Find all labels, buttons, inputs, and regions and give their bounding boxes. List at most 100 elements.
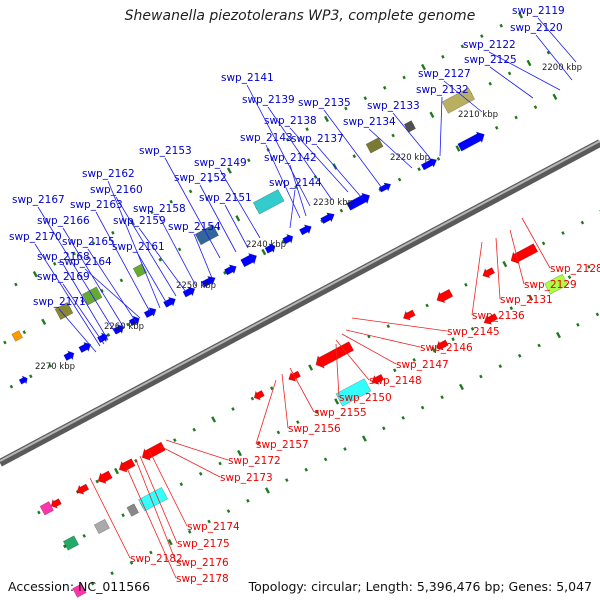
kbp-tick-label: 2220 kbp	[390, 153, 430, 163]
tick-mark	[361, 435, 367, 442]
reverse-gene-arrow	[482, 267, 496, 279]
tick-mark-dash	[29, 374, 33, 379]
reverse-gene-leader	[149, 451, 188, 527]
reverse-gene-leader	[289, 367, 315, 413]
tick-mark-dash	[576, 322, 580, 327]
forward-gene-arrow-shape	[240, 252, 258, 268]
backbone-line	[0, 139, 600, 467]
tick-mark	[119, 278, 124, 283]
tick-mark	[460, 44, 465, 49]
tick-mark-dash	[173, 438, 177, 442]
forward-gene-label: swp_2162	[82, 168, 135, 180]
tick-mark-dash	[235, 215, 241, 222]
gene-box-shape	[403, 120, 416, 133]
tick-mark	[237, 449, 242, 457]
tick-mark-dash	[216, 226, 221, 231]
tick-mark	[80, 299, 85, 303]
tick-mark	[207, 519, 211, 524]
forward-gene-arrow-shape	[264, 243, 276, 254]
tick-mark-dash	[334, 398, 340, 405]
tick-mark-dash	[315, 409, 319, 414]
forward-gene-leader	[115, 196, 177, 297]
reverse-gene-arrow-shape	[402, 309, 416, 321]
tick-mark-dash	[436, 157, 441, 161]
tick-mark	[324, 115, 329, 123]
forward-gene-leader	[368, 128, 413, 169]
tick-mark	[257, 440, 261, 445]
forward-gene-leader	[95, 211, 151, 313]
tick-mark-dash	[382, 426, 386, 431]
kbp-tick-label: 2240 kbp	[246, 240, 286, 250]
tick-mark	[250, 396, 255, 401]
forward-gene-arrow-shape	[163, 296, 176, 308]
tick-mark-dash	[114, 467, 119, 475]
tick-mark	[198, 471, 203, 476]
tick-mark	[218, 461, 222, 466]
forward-gene-arrow-shape	[223, 264, 237, 276]
forward-gene-leader	[489, 66, 534, 99]
tick-mark	[507, 71, 512, 76]
forward-gene-leader	[62, 263, 109, 341]
tick-mark	[556, 331, 561, 339]
gene-box-shape	[544, 273, 569, 295]
forward-gene-label: swp_2160	[90, 184, 143, 196]
gene-box-shape	[72, 583, 87, 598]
gene-box	[54, 302, 74, 320]
tick-mark-dash	[339, 208, 344, 213]
tick-mark	[106, 333, 111, 337]
tick-mark-dash	[296, 420, 300, 424]
tick-mark-dash	[187, 529, 192, 534]
forward-gene-arrow	[457, 131, 485, 152]
tick-mark-dash	[129, 219, 135, 226]
tick-mark	[48, 364, 52, 368]
forward-gene-leader	[535, 34, 573, 81]
tick-mark	[431, 346, 437, 353]
reverse-gene-arrow-shape	[76, 483, 90, 495]
forward-gene-label: swp_2167	[12, 194, 65, 206]
tick-mark-dash	[95, 479, 99, 484]
tick-mark-dash	[498, 364, 503, 369]
forward-gene-label: swp_2165	[62, 236, 115, 248]
gene-box	[72, 583, 87, 598]
gene-box-shape	[126, 503, 140, 517]
forward-gene-arrow-shape	[346, 192, 371, 211]
tick-mark-dash	[587, 264, 591, 269]
tick-mark	[587, 264, 591, 269]
forward-gene-label: swp_2149	[194, 157, 247, 169]
tick-mark	[158, 257, 162, 262]
tick-mark	[498, 364, 503, 369]
tick-mark-dash	[386, 324, 391, 329]
reverse-gene-arrow-shape	[288, 370, 302, 382]
forward-gene-arrow	[182, 286, 196, 298]
forward-gene-arrow-shape	[320, 212, 335, 225]
tick-mark-dash	[305, 127, 309, 132]
forward-gene-leader	[289, 189, 296, 229]
forward-gene-label: swp_2127	[418, 68, 471, 80]
tick-mark	[223, 270, 227, 275]
tick-mark-dash	[14, 282, 18, 287]
forward-gene-arrow	[201, 275, 216, 288]
tick-mark-dash	[518, 12, 524, 19]
tick-mark	[188, 189, 193, 194]
reverse-gene-label: swp_2175	[177, 538, 230, 550]
tick-mark	[91, 241, 96, 245]
reverse-gene-leader	[495, 237, 501, 300]
tick-mark-dash	[52, 261, 57, 266]
reverse-gene-leader	[351, 317, 448, 332]
tick-mark	[315, 409, 319, 414]
forward-gene-arrow	[163, 296, 176, 308]
tick-mark	[29, 374, 33, 379]
forward-gene-leader	[267, 106, 333, 201]
tick-mark-dash	[344, 106, 348, 111]
tick-mark-dash	[363, 96, 368, 101]
reverse-gene-arrow	[50, 498, 62, 509]
tick-mark-dash	[391, 133, 395, 138]
forward-gene-label: swp_2134	[343, 116, 396, 128]
tick-mark	[561, 231, 565, 235]
tick-mark-dash	[198, 471, 203, 476]
reverse-gene-label: swp_2173	[220, 472, 273, 484]
forward-gene-label: swp_2125	[464, 54, 517, 66]
forward-gene-label: swp_2159	[113, 215, 166, 227]
reverse-gene-leader	[471, 241, 483, 316]
forward-gene-arrow	[240, 252, 258, 268]
